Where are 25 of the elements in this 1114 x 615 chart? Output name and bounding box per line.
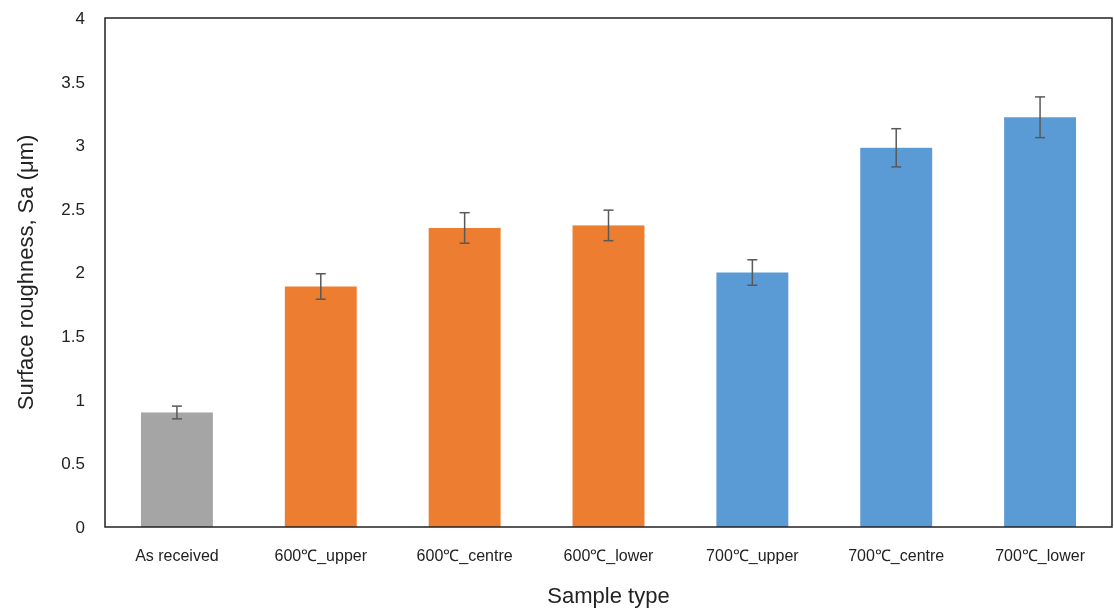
x-tick-label: 700℃_upper [706, 547, 800, 565]
y-tick-label: 2.5 [61, 199, 85, 219]
bar [716, 272, 789, 527]
x-axis-title: Sample type [547, 583, 670, 608]
bar [140, 412, 213, 527]
x-tick-label: 700℃_centre [848, 547, 945, 565]
x-tick-label: As received [135, 547, 219, 564]
x-tick-label: 600℃_centre [416, 547, 513, 565]
y-axis-title: Surface roughness, Sa (μm) [13, 134, 38, 411]
bar [428, 227, 501, 527]
bar [860, 147, 933, 527]
bar [572, 225, 645, 527]
x-tick-label: 600℃_upper [274, 547, 368, 565]
y-tick-label: 3 [75, 136, 85, 156]
x-tick-label: 600℃_lower [563, 547, 655, 565]
bar [1004, 117, 1077, 527]
y-tick-label: 4 [75, 8, 85, 28]
y-tick-label: 1 [75, 390, 85, 410]
y-tick-label: 2 [75, 263, 85, 283]
y-tick-label: 0 [75, 517, 85, 537]
x-tick-label: 700℃_lower [995, 547, 1086, 565]
y-tick-label: 1.5 [61, 327, 85, 347]
y-tick-label: 3.5 [61, 72, 85, 92]
bar [284, 286, 357, 527]
y-tick-label: 0.5 [61, 454, 85, 474]
